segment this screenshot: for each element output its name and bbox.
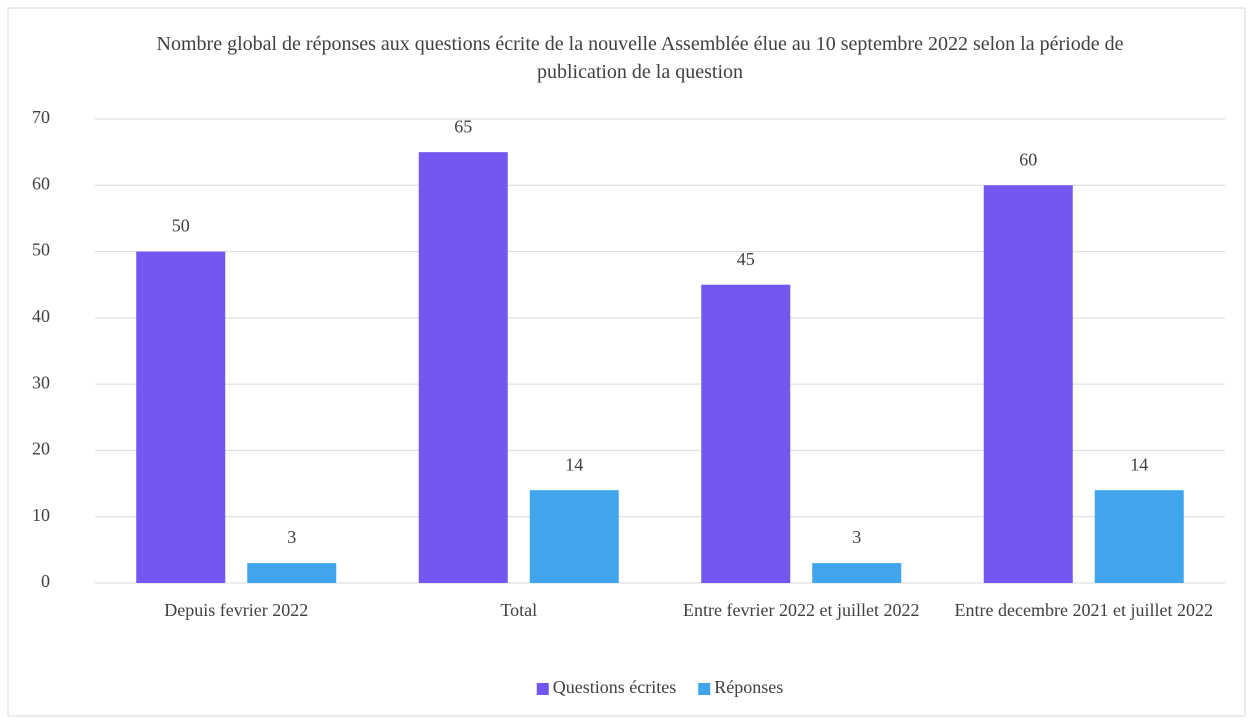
bar (1094, 490, 1184, 583)
bar (136, 251, 226, 584)
bar (247, 563, 337, 583)
y-tick-label: 50 (32, 240, 50, 260)
legend-label: Questions écrites (553, 677, 676, 697)
data-label: 14 (565, 454, 583, 474)
bar (701, 284, 791, 583)
legend-swatch (536, 683, 549, 695)
y-tick-label: 10 (32, 505, 50, 525)
bar (983, 185, 1073, 584)
chart-title: Nombre global de réponses aux questions … (156, 33, 1124, 83)
data-label: 45 (737, 249, 755, 269)
data-label: 60 (1019, 149, 1037, 169)
x-tick-label: Depuis fevrier 2022 (164, 600, 309, 620)
x-tick-label: Entre decembre 2021 et juillet 2022 (954, 600, 1213, 620)
y-tick-label: 30 (32, 372, 50, 392)
y-tick-label: 40 (32, 306, 50, 326)
legend-swatch (698, 683, 711, 695)
data-label: 50 (172, 216, 190, 236)
data-label: 65 (454, 116, 472, 136)
y-tick-label: 20 (32, 439, 50, 459)
y-tick-label: 60 (32, 173, 50, 193)
y-tick-label: 0 (41, 571, 50, 591)
bar (418, 152, 508, 583)
bar (529, 490, 619, 583)
bar (812, 563, 902, 583)
y-tick-label: 70 (32, 107, 50, 127)
data-label: 14 (1130, 454, 1148, 474)
data-label: 3 (852, 527, 861, 547)
data-label: 3 (287, 527, 296, 547)
legend-label: Réponses (714, 677, 783, 697)
x-tick-label: Total (500, 600, 538, 620)
x-tick-label: Entre fevrier 2022 et juillet 2022 (683, 600, 920, 620)
